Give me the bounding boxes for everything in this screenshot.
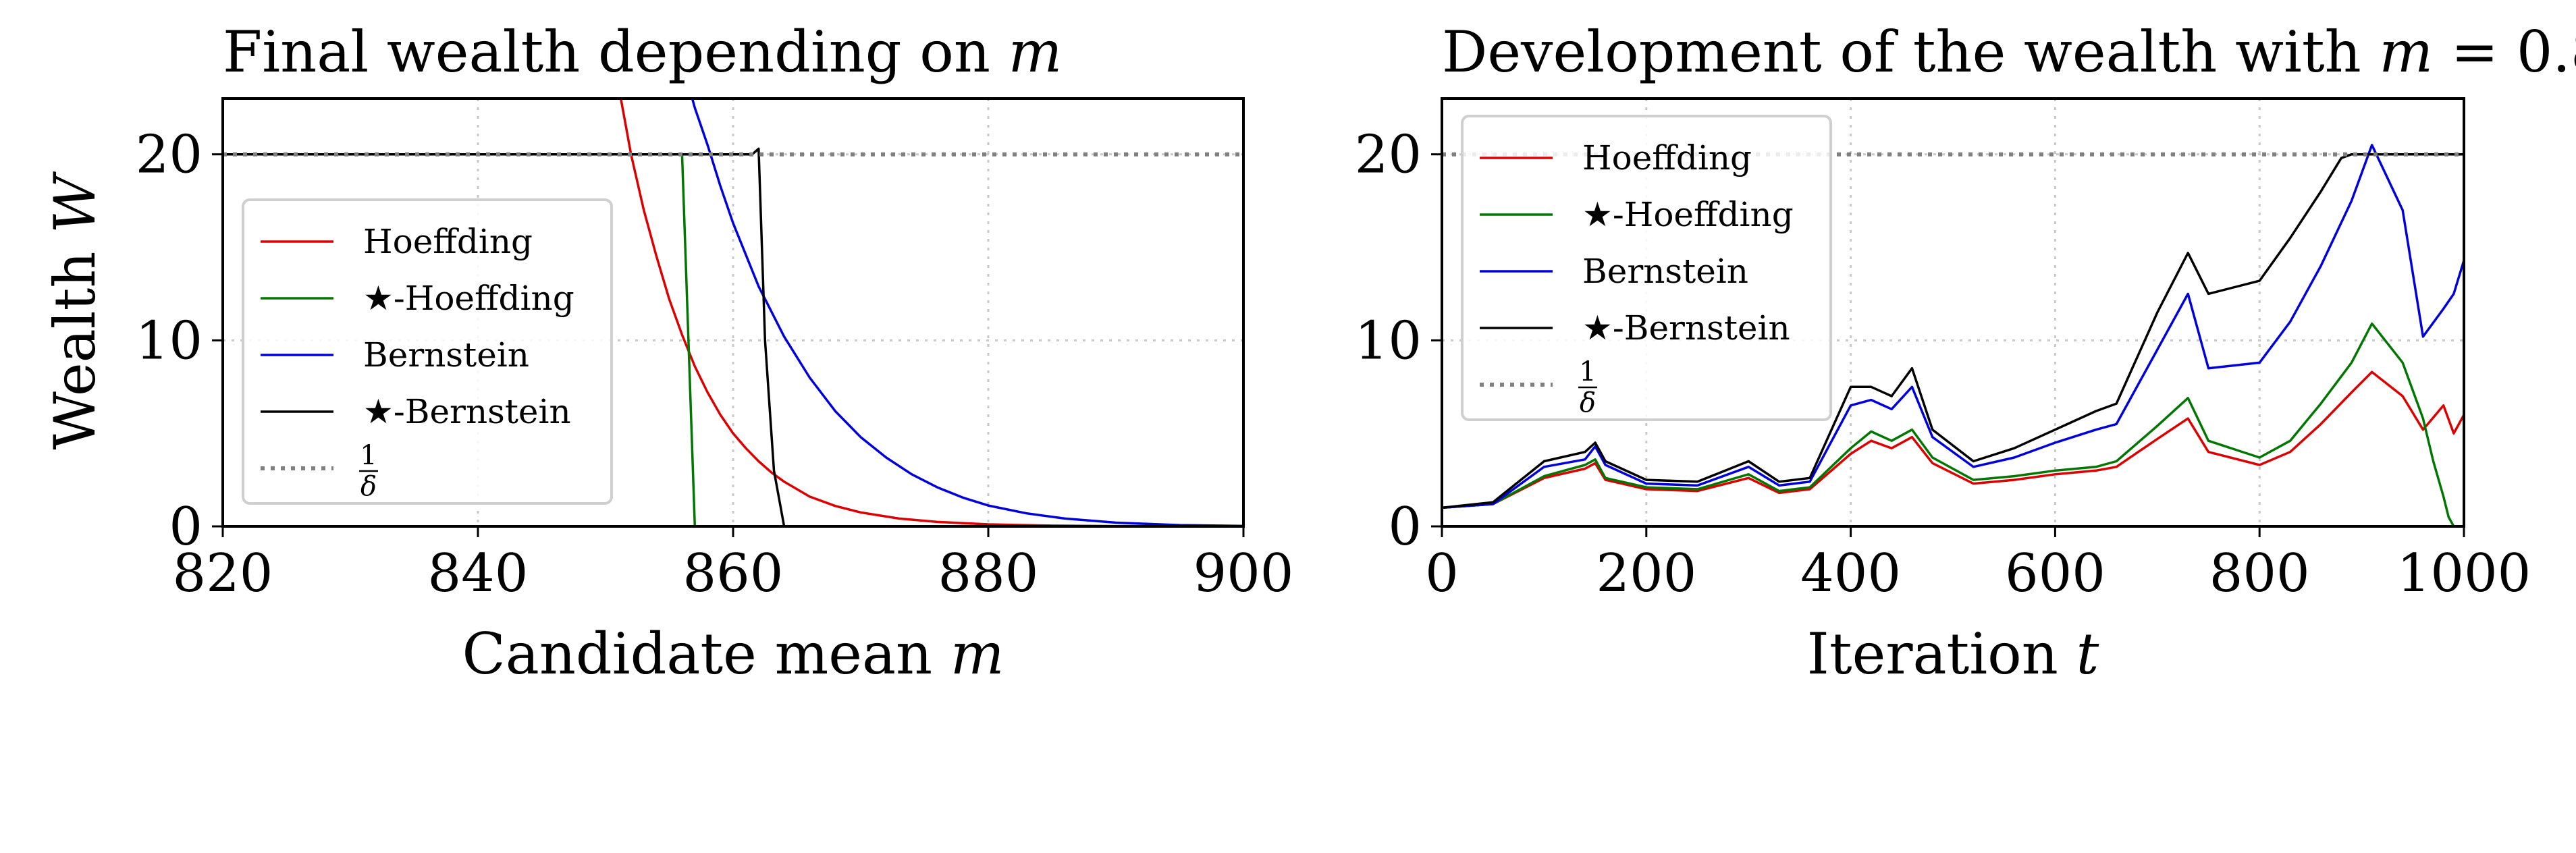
axes-frame: [1441, 97, 2465, 528]
x-tick-label: 820: [173, 543, 273, 604]
legend-label: ★-Bernstein: [1582, 308, 1790, 348]
series-line-bernstein: [1442, 144, 2464, 510]
y-tick-label: 10: [1355, 310, 1422, 371]
y-tick-label: 20: [136, 125, 203, 186]
legend-label: Hoeffding: [1582, 138, 1752, 177]
series-line-star-bernstein: [1442, 153, 2464, 510]
x-axis-label: Candidate mean m: [462, 621, 1004, 687]
chart-1: 820 840 860 880 900 0 10 20 Final wealth dependi…: [42, 19, 1293, 687]
x-tick-label: 600: [2005, 543, 2105, 604]
x-tick-label: 800: [2209, 543, 2310, 604]
x-tick-label: 880: [938, 543, 1039, 604]
x-tick-label: 0: [1425, 543, 1459, 604]
legend: Hoeffding ★-Hoeffding Bernstein ★-Bernstein…: [1461, 115, 1832, 421]
series-line-star-hoeffding: [1442, 322, 2455, 526]
x-tick-label: 200: [1596, 543, 1696, 604]
legend-label-denominator: δ: [360, 471, 377, 502]
chart-title: Development of the wealth with m = 0.86: [1442, 19, 2576, 85]
legend: Hoeffding ★-Hoeffding Bernstein ★-Bernstein…: [242, 198, 613, 505]
chart-2: 0 200 400 600 800 1000 0 10 20 Development of the…: [1355, 19, 2576, 687]
legend-label-numerator: 1: [360, 440, 377, 471]
y-tick-label: 10: [136, 310, 203, 371]
legend-label-numerator: 1: [1579, 356, 1596, 387]
y-tick-label: 20: [1355, 125, 1422, 186]
x-tick-label: 1000: [2397, 543, 2531, 604]
legend-label: ★-Bernstein: [363, 392, 571, 431]
x-axis-label: Iteration t: [1807, 621, 2099, 687]
legend-label: ★-Hoeffding: [363, 279, 574, 318]
x-tick-label: 400: [1800, 543, 1901, 604]
legend-label: Bernstein: [1582, 252, 1748, 291]
legend-label-denominator: δ: [1580, 387, 1596, 418]
legend-box: [1461, 115, 1832, 421]
legend-label: Hoeffding: [363, 222, 533, 261]
x-tick-label: 900: [1193, 543, 1294, 604]
chart-title: Final wealth depending on m: [223, 19, 1062, 85]
legend-box: [242, 198, 613, 505]
legend-label: ★-Hoeffding: [1582, 195, 1794, 234]
x-tick-label: 860: [683, 543, 784, 604]
legend-label: Bernstein: [363, 335, 529, 375]
y-tick-label: 0: [169, 497, 203, 557]
x-tick-label: 840: [428, 543, 529, 604]
y-tick-label: 0: [1388, 497, 1422, 557]
series-line-bernstein: [691, 99, 1243, 526]
y-axis-label: Wealth W: [42, 171, 108, 450]
series-line-star-bernstein: [223, 147, 786, 526]
series-line-hoeffding: [1442, 370, 2464, 510]
series-line-hoeffding: [619, 99, 1243, 526]
